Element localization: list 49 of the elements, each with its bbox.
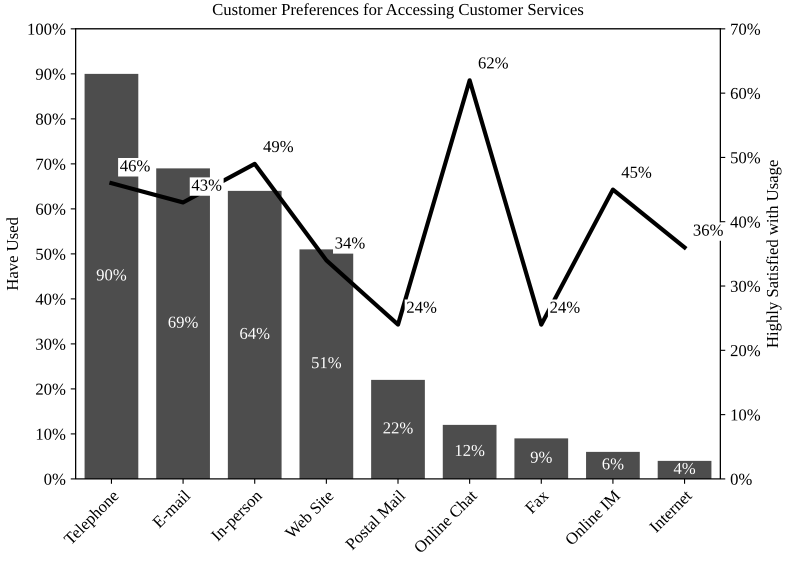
y2-tick-label: 60% (730, 88, 760, 100)
bar (442, 424, 497, 479)
data-label: 46% (120, 160, 150, 172)
y-tick-label: 50% (36, 248, 66, 260)
y-tick-label: 100% (28, 24, 66, 35)
y-tick-label: 90% (36, 68, 66, 80)
y-tick-label: 80% (36, 114, 66, 125)
y-tick-label: 10% (36, 428, 66, 440)
y2-tick-label: 50% (731, 152, 760, 164)
data-label: 45% (622, 166, 652, 178)
x-tick-label: Fax (524, 489, 550, 514)
data-label: 64% (240, 328, 270, 340)
bar (228, 190, 282, 479)
data-label: 24% (407, 302, 436, 313)
bar (586, 452, 640, 479)
chart-title: Customer Preferences for Accessing Customer Services (212, 3, 584, 19)
y2-tick-label: 0% (730, 474, 752, 485)
data-label: 51% (312, 357, 342, 368)
y-tick-label: 30% (36, 338, 66, 350)
data-label: 9% (530, 452, 552, 463)
y-tick-label: 20% (36, 384, 66, 395)
bar (371, 380, 425, 479)
y-tick-label: 40% (36, 294, 66, 305)
bar (658, 460, 712, 479)
y2-tick-label: 40% (730, 216, 760, 228)
y2-tick-label: 10% (732, 409, 760, 421)
data-label: 62% (478, 57, 508, 69)
y2-tick-label: 30% (730, 280, 760, 292)
y2-axis-title: Highly Satisfied with Usage (766, 160, 782, 348)
y-tick-label: 60% (36, 204, 66, 215)
y2-tick-label: 20% (730, 345, 760, 356)
data-label: 22% (383, 422, 413, 434)
bar (299, 249, 354, 479)
data-label: 36% (694, 224, 723, 236)
y2-tick-label: 70% (731, 24, 760, 35)
x-tick-label: Web Site (284, 489, 334, 540)
y-tick-label: 70% (36, 158, 66, 170)
data-label: 90% (96, 269, 126, 281)
y-axis-title: Have Used (6, 217, 18, 290)
y-tick-label: 0% (44, 474, 66, 485)
data-label: 34% (335, 237, 365, 249)
data-label: 4% (674, 462, 696, 474)
bar (514, 438, 568, 479)
data-label: 6% (602, 458, 624, 470)
data-label: 69% (168, 316, 198, 328)
data-label: 12% (456, 444, 484, 456)
data-label: 49% (263, 140, 294, 152)
data-label: 24% (550, 302, 580, 313)
data-label: 43% (192, 179, 222, 191)
